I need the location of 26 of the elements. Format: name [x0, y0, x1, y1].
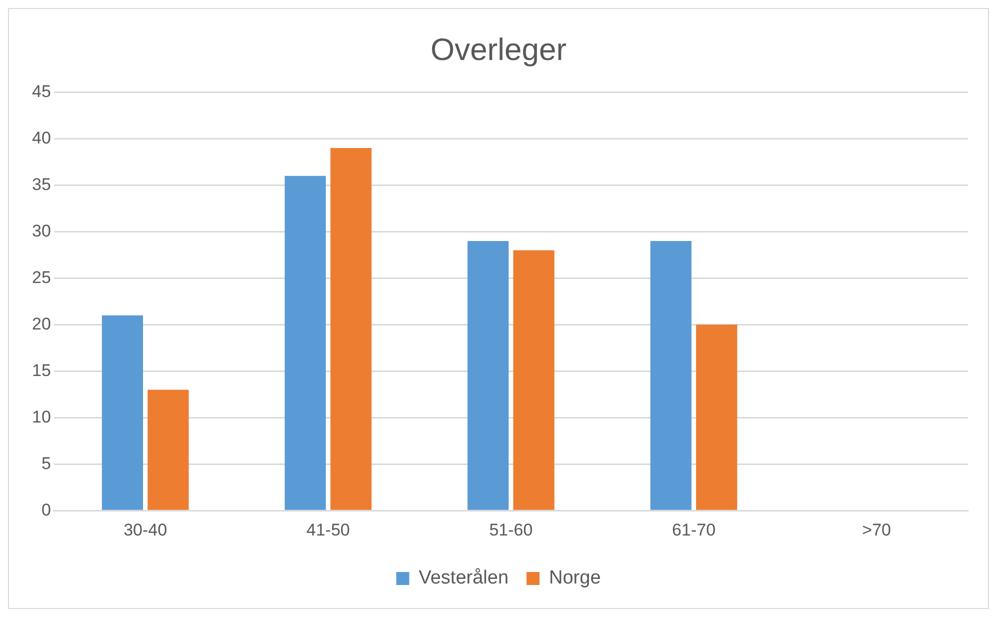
y-tick-label: 25: [32, 268, 51, 287]
legend-label: Vesterålen: [418, 568, 509, 589]
x-tick-label: 41-50: [306, 520, 350, 540]
bar: [148, 390, 189, 510]
y-tick-label: 45: [32, 82, 51, 101]
bar: [650, 240, 692, 510]
bar: [102, 315, 144, 510]
bar: [330, 148, 372, 510]
y-tick-label: 0: [41, 500, 51, 520]
bar: [284, 176, 326, 510]
y-tick-label: 15: [32, 360, 51, 380]
y-tick-label: 20: [32, 314, 51, 334]
y-tick-label: 30: [32, 221, 51, 240]
x-tick-label: 61-70: [672, 520, 716, 540]
y-tick-label: 5: [41, 454, 51, 473]
chart-title: Overleger: [430, 32, 567, 68]
bar: [696, 324, 738, 510]
x-tick-label: 30-40: [124, 520, 168, 540]
x-tick-label: 51-60: [489, 520, 533, 540]
legend-label: Norge: [549, 568, 601, 589]
y-tick-label: 40: [32, 128, 51, 148]
bar: [513, 250, 554, 510]
bar: [468, 240, 509, 510]
x-tick-label: >70: [862, 520, 892, 540]
y-tick-label: 35: [32, 174, 51, 194]
y-tick-label: 10: [32, 407, 51, 426]
